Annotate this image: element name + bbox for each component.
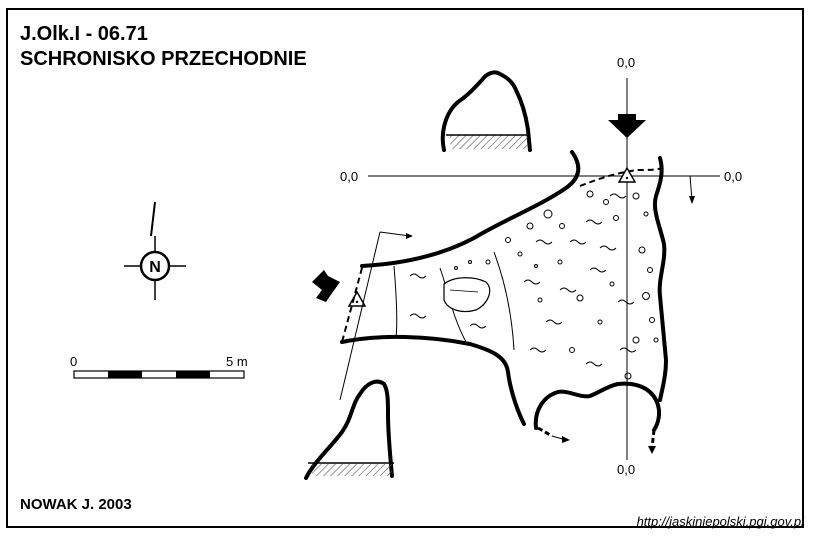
entrance-arrow-left xyxy=(312,270,340,302)
cave-name: SCHRONISKO PRZECHODNIE xyxy=(20,48,307,70)
section-marker-right: 0,0 xyxy=(724,169,742,184)
cave-code: J.Olk.I - 06.71 xyxy=(20,23,148,45)
clay-sediment-marks xyxy=(409,193,637,367)
scale-start-label: 0 xyxy=(70,354,77,369)
entrance-arrow-top xyxy=(608,114,646,138)
map-frame xyxy=(6,8,804,528)
source-url: http://jaskiniepolski.pgi.gov.pl xyxy=(636,514,804,529)
scale-end-label: 5 m xyxy=(226,354,248,369)
floor-sediment-hatch xyxy=(450,135,528,149)
compass-north-label: N xyxy=(149,259,161,276)
compass-ring xyxy=(139,250,171,282)
floor-sediment-hatch xyxy=(312,464,392,476)
section-marker-left: 0,0 xyxy=(340,169,358,184)
north-compass: N xyxy=(124,201,186,300)
section-line-left xyxy=(339,231,413,401)
cave-outline xyxy=(340,150,669,454)
lower-cross-section xyxy=(304,379,394,480)
section-marker-bottom: 0,0 xyxy=(617,462,635,477)
entrance-marker-top xyxy=(617,166,637,183)
rubble-pebbles xyxy=(454,190,659,380)
author-credit: NOWAK J. 2003 xyxy=(20,496,132,513)
map-title: J.Olk.I - 06.71 SCHRONISKO PRZECHODNIE xyxy=(20,22,307,72)
upper-cross-section xyxy=(440,70,532,152)
section-marker-top: 0,0 xyxy=(617,55,635,70)
scale-bar: 0 5 m xyxy=(70,354,248,379)
